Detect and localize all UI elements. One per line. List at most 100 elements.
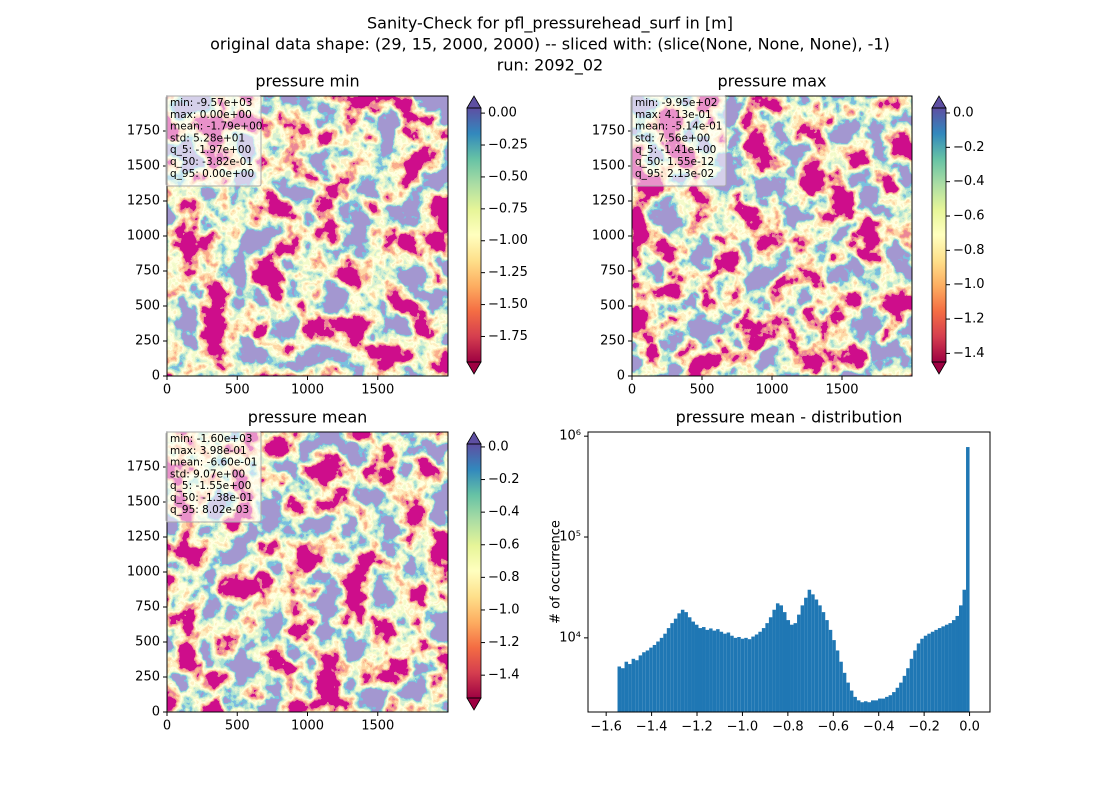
histogram-bar bbox=[744, 637, 748, 712]
histogram-bar bbox=[916, 643, 921, 712]
histogram-bar bbox=[825, 620, 829, 712]
histogram-bar bbox=[870, 700, 875, 712]
colorbar-tick-label: −1.75 bbox=[488, 329, 528, 344]
colorbar bbox=[932, 108, 946, 362]
colorbar-tick-label: −1.2 bbox=[953, 312, 985, 327]
histogram-bar bbox=[839, 661, 843, 712]
colorbar-extend-max bbox=[466, 95, 482, 109]
histogram-bar bbox=[733, 637, 738, 712]
colorbar-extend-min bbox=[466, 361, 482, 375]
histogram-bar bbox=[754, 634, 759, 712]
colorbar-tick-label: −1.00 bbox=[488, 233, 528, 248]
y-tick-label: 750 bbox=[135, 264, 160, 279]
x-tick-label: 1500 bbox=[361, 383, 394, 398]
histogram-bar bbox=[649, 647, 653, 712]
histogram-bar bbox=[937, 628, 942, 712]
x-tick-label: −1.6 bbox=[590, 720, 622, 735]
histogram-bar bbox=[797, 614, 801, 712]
y-tick-label: 10⁵ bbox=[559, 530, 581, 545]
stats-box bbox=[630, 95, 727, 187]
x-tick-label: 0.0 bbox=[959, 720, 980, 735]
histogram-bar bbox=[832, 640, 836, 712]
histogram-bar bbox=[737, 636, 741, 712]
histogram-bar bbox=[807, 589, 812, 712]
y-tick-label: 500 bbox=[135, 635, 160, 650]
colorbar-tick-label: −0.2 bbox=[953, 140, 985, 155]
stats-line: q_95: 0.00e+00 bbox=[170, 168, 254, 180]
histogram-bar bbox=[944, 624, 949, 712]
histogram-bar bbox=[828, 629, 833, 712]
y-tick-label: 1500 bbox=[592, 159, 625, 174]
colorbar-tick-label: −1.4 bbox=[953, 346, 985, 361]
stats-line: q_50: 1.55e-12 bbox=[635, 156, 714, 168]
colorbar-extend-max bbox=[466, 431, 482, 445]
histogram-bar bbox=[758, 631, 762, 712]
colorbar-frame bbox=[466, 107, 482, 363]
histogram-bar bbox=[874, 700, 879, 712]
stats-line: min: -9.95e+02 bbox=[635, 97, 717, 109]
histogram-bar bbox=[906, 668, 910, 712]
colorbar-tick-label: −1.25 bbox=[488, 265, 528, 280]
histogram-bar bbox=[923, 635, 928, 712]
histogram-bar bbox=[765, 623, 769, 712]
histogram-bar bbox=[670, 623, 674, 712]
stats-line: max: 3.98e-01 bbox=[170, 445, 247, 457]
histogram-bar bbox=[645, 650, 650, 712]
y-tick-label: 1000 bbox=[127, 565, 160, 580]
colorbar-tick-label: −0.8 bbox=[953, 243, 985, 258]
y-tick-label: 1500 bbox=[127, 495, 160, 510]
histogram-bar bbox=[941, 626, 945, 712]
colorbar-tick-label: −0.75 bbox=[488, 201, 528, 216]
axes-title: pressure max bbox=[717, 72, 826, 91]
colorbar-tick-label: −1.2 bbox=[488, 635, 520, 650]
stats-line: q_50: -1.38e-01 bbox=[170, 492, 253, 504]
y-tick-label: 250 bbox=[135, 334, 160, 349]
x-tick-label: −1.0 bbox=[727, 720, 759, 735]
colorbar-tick-label: −0.4 bbox=[488, 505, 520, 520]
histogram-bar bbox=[962, 589, 967, 712]
histogram-bar bbox=[930, 631, 935, 712]
histogram-bar bbox=[642, 652, 646, 712]
histogram-bar bbox=[849, 690, 854, 712]
x-tick-label: −0.2 bbox=[908, 720, 940, 735]
x-tick-label: 1000 bbox=[755, 383, 788, 398]
histogram-bar bbox=[892, 692, 896, 712]
histogram-bar bbox=[927, 633, 931, 712]
histogram-bar bbox=[966, 447, 970, 712]
colorbar-frame bbox=[466, 443, 482, 699]
histogram-bar bbox=[804, 597, 808, 712]
stats-line: min: -9.57e+03 bbox=[170, 97, 252, 109]
histogram-bar bbox=[913, 650, 917, 712]
histogram-bar bbox=[821, 612, 826, 712]
y-tick-label: 1250 bbox=[127, 530, 160, 545]
figure-run: run: 2092_02 bbox=[497, 56, 603, 76]
y-tick-label: 1750 bbox=[127, 460, 160, 475]
x-tick-label: 1000 bbox=[291, 719, 324, 734]
colorbar-frame bbox=[931, 107, 947, 363]
histogram-bar bbox=[621, 668, 625, 712]
histogram-bar bbox=[842, 672, 847, 712]
y-tick-label: 750 bbox=[135, 600, 160, 615]
histogram-bar bbox=[712, 630, 717, 712]
histogram-bar bbox=[656, 641, 660, 712]
histogram-bar bbox=[867, 702, 871, 712]
histogram-bar bbox=[881, 698, 886, 712]
axes-frame bbox=[587, 431, 991, 713]
y-tick-label: 750 bbox=[600, 264, 625, 279]
histogram-bar bbox=[709, 628, 713, 712]
stats-line: max: 0.00e+00 bbox=[170, 109, 252, 121]
x-tick-label: 1500 bbox=[361, 719, 394, 734]
histogram-bar bbox=[782, 612, 787, 712]
stats-line: mean: -6.60e-01 bbox=[170, 457, 257, 469]
y-tick-label: 500 bbox=[135, 299, 160, 314]
y-tick-label: 1750 bbox=[592, 124, 625, 139]
x-tick-label: 0 bbox=[163, 719, 171, 734]
y-tick-label: 250 bbox=[135, 670, 160, 685]
histogram-bar bbox=[835, 650, 840, 712]
y-tick-label: 1000 bbox=[592, 229, 625, 244]
y-tick-label: 1000 bbox=[127, 229, 160, 244]
histogram-bar bbox=[902, 675, 907, 712]
stats-line: min: -1.60e+03 bbox=[170, 433, 252, 445]
histogram-bar bbox=[786, 620, 791, 712]
histogram-bar bbox=[716, 629, 720, 712]
